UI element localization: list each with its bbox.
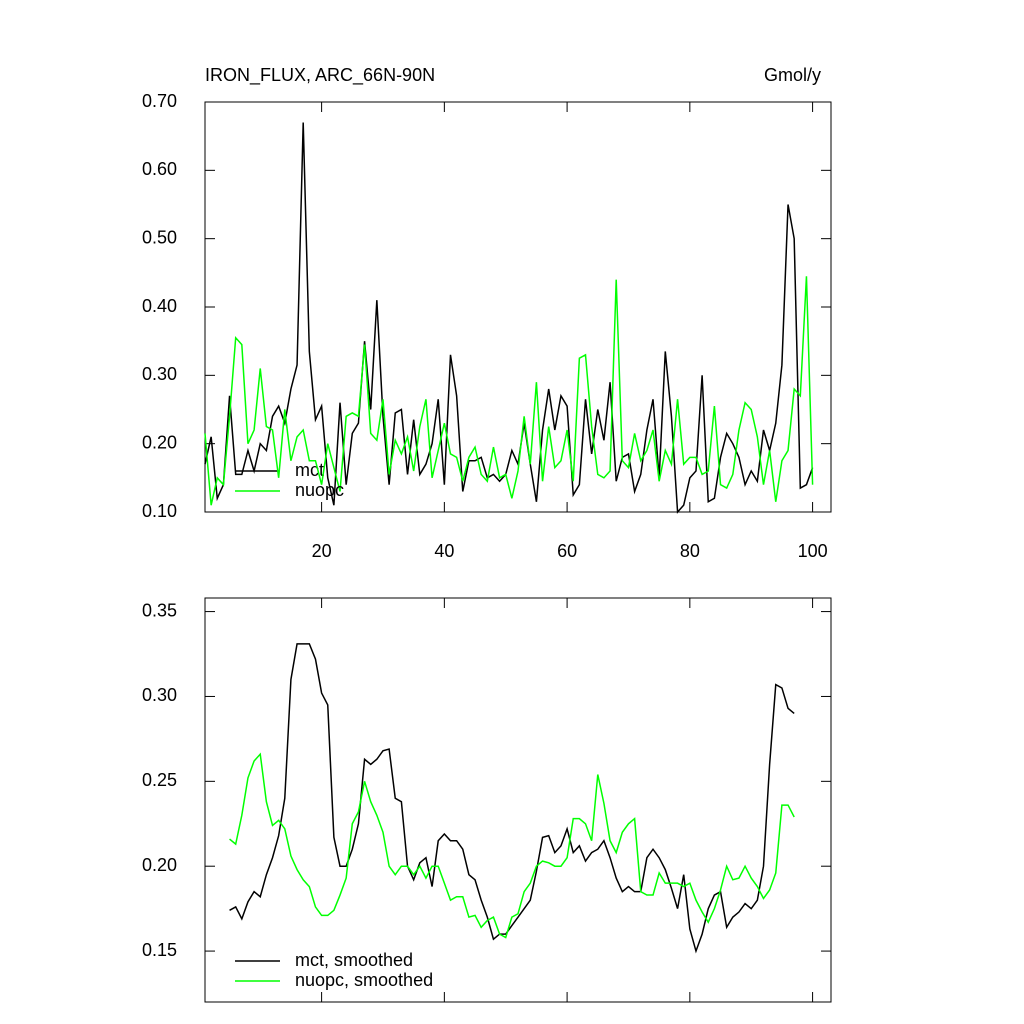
y-tick-label: 0.30	[142, 685, 177, 705]
plot-frame	[204, 597, 832, 1003]
y-tick-label: 0.30	[142, 364, 177, 384]
x-tick-label: 40	[434, 541, 454, 561]
y-tick-label: 0.20	[142, 855, 177, 875]
x-tick-label: 60	[557, 541, 577, 561]
series-line	[229, 752, 795, 939]
y-tick-label: 0.20	[142, 432, 177, 452]
y-tick-label: 0.15	[142, 940, 177, 960]
legend-label: nuopc	[295, 480, 344, 500]
y-tick-label: 0.25	[142, 770, 177, 790]
y-tick-label: 0.40	[142, 296, 177, 316]
legend-label: nuopc, smoothed	[295, 970, 433, 990]
series-line	[204, 276, 814, 506]
y-tick-label: 0.50	[142, 227, 177, 247]
y-tick-label: 0.35	[142, 600, 177, 620]
units-label: Gmol/y	[764, 65, 821, 85]
y-tick-label: 0.10	[142, 501, 177, 521]
x-tick-label: 80	[680, 541, 700, 561]
series-line	[229, 643, 795, 954]
x-tick-label: 20	[312, 541, 332, 561]
x-tick-label: 100	[798, 541, 828, 561]
series-line	[204, 122, 814, 514]
y-tick-label: 0.70	[142, 91, 177, 111]
legend-label: mct, smoothed	[295, 950, 413, 970]
chart-title: IRON_FLUX, ARC_66N-90N	[205, 65, 435, 86]
y-tick-label: 0.60	[142, 159, 177, 179]
